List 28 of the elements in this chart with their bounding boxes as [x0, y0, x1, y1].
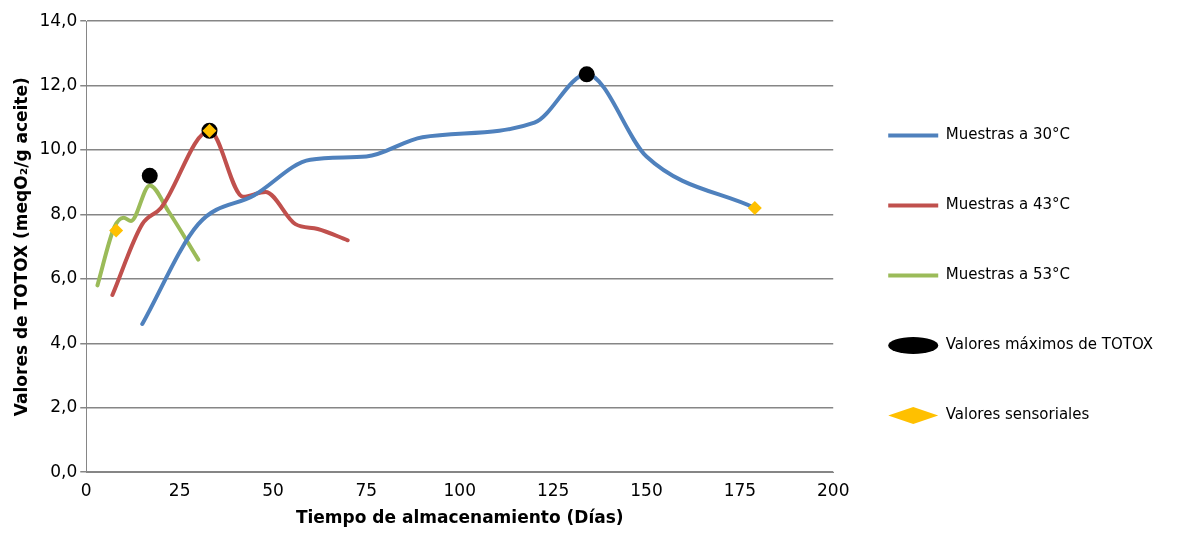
y-tick-label: 8,0 — [50, 202, 78, 223]
legend-label: Muestras a 53°C — [945, 265, 1071, 284]
x-tick-label: 200 — [817, 479, 850, 500]
y-tick-label: 0,0 — [50, 460, 78, 481]
x-tick-label: 0 — [80, 479, 92, 500]
x-tick-label: 125 — [536, 479, 570, 500]
x-tick-label: 25 — [168, 479, 191, 500]
point — [109, 223, 124, 238]
legend-label: Muestras a 43°C — [945, 195, 1071, 214]
point — [747, 201, 762, 216]
y-tick-label: 4,0 — [50, 331, 78, 352]
x-tick-label: 175 — [723, 479, 757, 500]
y-tick-label: 12,0 — [39, 74, 78, 95]
x-tick-label: 75 — [355, 479, 378, 500]
x-tick-label: 150 — [630, 479, 663, 500]
x-axis-title: Tiempo de almacenamiento (Días) — [295, 507, 624, 528]
legend-label: Valores máximos de TOTOX — [945, 335, 1154, 354]
y-tick-label: 2,0 — [50, 396, 78, 417]
legend-label: Valores sensoriales — [945, 405, 1090, 424]
y-tick-label: 6,0 — [50, 267, 78, 288]
y-axis-title: Valores de TOTOX (meqO₂/g aceite) — [10, 77, 31, 417]
y-tick-label: 14,0 — [39, 9, 78, 30]
x-tick-label: 100 — [443, 479, 476, 500]
x-tick-label: 50 — [262, 479, 284, 500]
legend-label: Muestras a 30°C — [945, 125, 1071, 144]
point — [578, 66, 595, 83]
y-tick-label: 10,0 — [39, 138, 78, 159]
point — [141, 167, 158, 184]
